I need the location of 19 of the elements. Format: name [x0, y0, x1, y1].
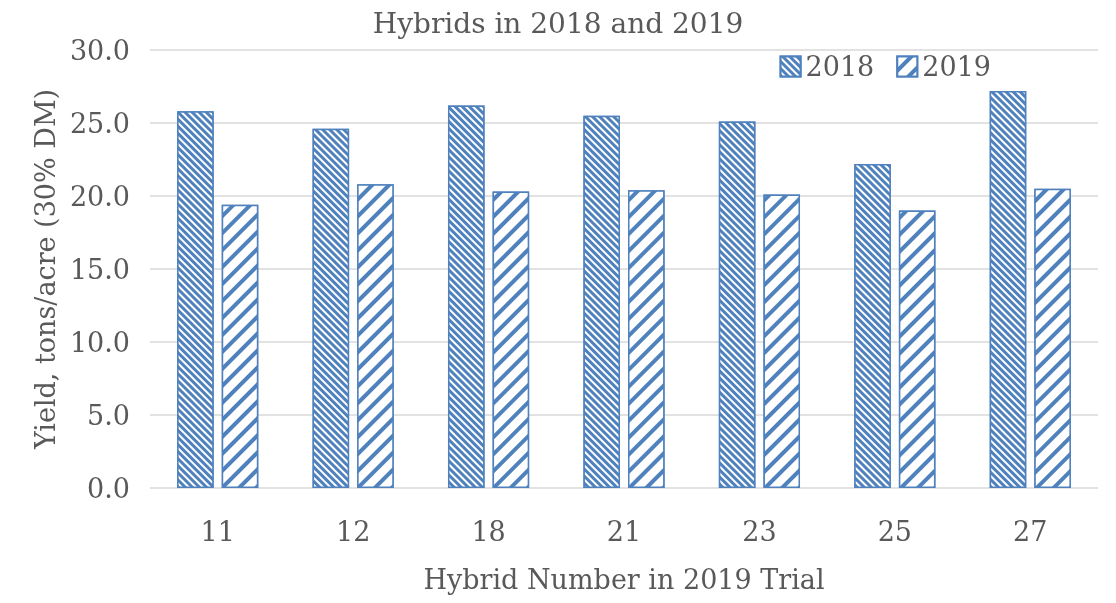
y-tick-label: 15.0 [69, 253, 130, 285]
y-tick-label: 5.0 [87, 399, 130, 431]
x-tick-label: 27 [1013, 516, 1048, 547]
chart-title: Hybrids in 2018 and 2019 [372, 6, 744, 40]
x-tick-label: 12 [335, 516, 371, 547]
y-tick-label: 25.0 [69, 107, 130, 139]
x-tick-label: 23 [742, 516, 777, 547]
x-tick-label: 21 [606, 516, 642, 547]
legend-label: 2018 [805, 51, 875, 82]
x-tick-label: 18 [471, 516, 506, 547]
x-tick-label: 11 [200, 516, 235, 547]
y-axis-title: Yield, tons/acre (30% DM) [29, 88, 61, 451]
y-tick-label: 30.0 [69, 34, 130, 66]
y-tick-label: 20.0 [69, 180, 130, 212]
legend-label: 2019 [922, 51, 992, 82]
x-axis-title: Hybrid Number in 2019 Trial [423, 564, 825, 595]
y-tick-label: 0.0 [87, 472, 130, 504]
x-tick-label: 25 [877, 516, 913, 547]
y-tick-label: 10.0 [69, 326, 130, 358]
